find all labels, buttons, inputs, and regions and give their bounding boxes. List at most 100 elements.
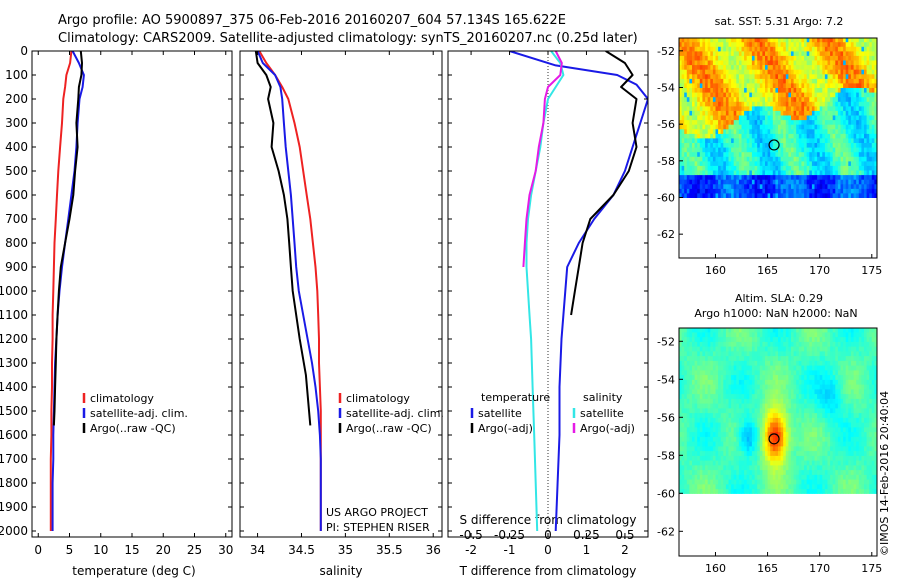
sst_map-cell (806, 188, 810, 194)
sla_map-cell (725, 464, 729, 471)
sst_map-cell (775, 174, 779, 180)
sst_map-cell (702, 128, 706, 134)
sla_map-cell (707, 445, 711, 452)
sst_map-cell (874, 179, 877, 185)
sst_map-cell (819, 133, 823, 139)
sla_map-cell (817, 379, 821, 385)
sla_map-cell (725, 398, 729, 404)
sla_map-cell (827, 336, 831, 342)
sst_map-cell (793, 142, 797, 148)
sla_map-cell (699, 407, 703, 414)
sst_map-cell (843, 151, 847, 157)
sst_map-cell (754, 110, 758, 116)
sla_map-cell (780, 445, 784, 452)
sst_map-cell (749, 46, 753, 52)
sst_map-cell (738, 87, 742, 93)
sla_map-cell (817, 331, 821, 338)
sla_map-cell (738, 483, 742, 490)
sla_map-cell (827, 331, 831, 338)
sla_map-cell (686, 355, 690, 361)
sla_map-cell (817, 483, 821, 490)
sst_map-cell (861, 188, 865, 194)
sla_map-cell (746, 479, 750, 485)
sst_map-cell (793, 192, 797, 198)
sla_map-cell (689, 365, 693, 371)
sla_map-cell (757, 403, 761, 409)
sla_map-cell (710, 350, 714, 357)
sla_map-cell (681, 350, 685, 357)
sst_map-cell (770, 128, 774, 134)
sst_map-cell (699, 101, 703, 107)
sst_map-cell (692, 192, 696, 198)
sst_map-cell (830, 87, 834, 93)
sst_map-cell (783, 41, 787, 47)
sst_map-cell (869, 137, 873, 143)
sla_map-cell (725, 384, 729, 390)
sla_map-cell (679, 460, 683, 466)
sla_map-cell (738, 407, 742, 414)
sla_map-cell (694, 407, 698, 414)
sla_map-cell (809, 412, 813, 418)
sst_map-cell (788, 92, 792, 98)
sst_map-cell (817, 124, 821, 130)
sst_map-cell (775, 101, 779, 107)
sst_map-cell (707, 183, 711, 189)
sst_map-cell (725, 142, 729, 148)
sst_map-cell (850, 60, 854, 66)
sla_map-cell (827, 460, 831, 466)
sla_map-cell (736, 393, 740, 399)
sla_map-cell (728, 331, 732, 338)
sla_map-cell (762, 328, 766, 333)
sst_map-cell (689, 133, 693, 139)
sla_map-cell (699, 341, 703, 347)
sst_map-cell (837, 142, 841, 148)
sst_map-cell (689, 78, 693, 84)
sst_map-cell (765, 124, 769, 130)
sst_map-cell (840, 183, 844, 189)
sla_map-cell (822, 341, 826, 347)
sst_map-cell (783, 170, 787, 176)
sla_map-cell (679, 412, 683, 418)
sla_map-cell (733, 417, 737, 423)
sst_map-cell (697, 192, 701, 198)
sst_map-cell (741, 78, 745, 84)
sla_map-cell (845, 388, 849, 395)
sla_map-cell (751, 403, 755, 409)
sla_map-cell (741, 350, 745, 357)
sla_map-cell (770, 450, 774, 456)
sla_map-cell (741, 436, 745, 442)
sst_map-cell (736, 156, 740, 162)
sla_map-cell (681, 488, 685, 494)
sla_map-cell (843, 398, 847, 404)
sla_map-cell (692, 407, 696, 414)
sst_map-cell (866, 60, 870, 66)
sst_map-cell (738, 69, 742, 75)
sla_map-cell (817, 426, 821, 433)
sst_map-cell (720, 151, 724, 157)
sst_map-cell (762, 92, 766, 98)
sla_map-cell (806, 450, 810, 456)
sla_map-cell (819, 464, 823, 471)
sla_map-cell (845, 441, 849, 447)
sla_map-cell (689, 445, 693, 452)
sst_map-cell (869, 133, 873, 139)
sst_map-cell (817, 183, 821, 189)
sst_map-cell (725, 46, 729, 52)
sla_map-cell (770, 374, 774, 380)
sla_map-cell (809, 350, 813, 357)
sst_map-cell (710, 174, 714, 180)
sst_map-cell (791, 38, 795, 43)
sla_map-cell (720, 483, 724, 490)
sla_map-cell (767, 346, 771, 352)
sla_map-cell (778, 393, 782, 399)
sst_map-cell (681, 92, 685, 98)
sst_map-cell (757, 60, 761, 66)
sla_map-cell (718, 460, 722, 466)
sst_map-cell (712, 50, 716, 56)
sst_map-cell (684, 170, 688, 176)
sla_map-cell (762, 393, 766, 399)
sla_map-cell (772, 331, 776, 338)
sst_map-cell (728, 82, 732, 88)
sla_map-cell (840, 384, 844, 390)
sst_map-cell (754, 82, 758, 88)
